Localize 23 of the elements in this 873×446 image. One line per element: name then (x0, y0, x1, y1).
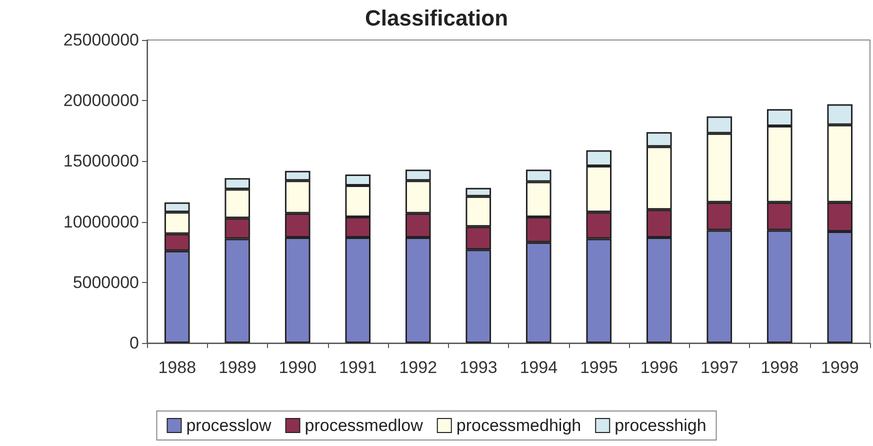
x-tick-label: 1997 (700, 358, 738, 377)
y-tick-label: 15000000 (63, 152, 139, 171)
x-tick-label: 1996 (640, 358, 678, 377)
y-tick-label: 5000000 (72, 272, 139, 292)
y-tick-label: 10000000 (63, 212, 139, 232)
x-tick-label: 1990 (278, 358, 317, 377)
legend-label: processlow (186, 416, 272, 435)
legend-label: processhigh (614, 416, 706, 435)
x-tick-label: 1999 (820, 358, 859, 377)
y-tick-label: 25000000 (63, 30, 139, 50)
legend-label: processmedlow (304, 416, 424, 435)
x-tick-label: 1998 (760, 358, 799, 377)
x-tick-label: 1993 (459, 358, 498, 377)
x-tick-label: 1992 (399, 358, 438, 377)
y-tick-label: 20000000 (63, 91, 139, 110)
y-tick-label: 0 (130, 334, 139, 352)
x-tick-label: 1994 (520, 358, 558, 377)
legend-label: processmedhigh (456, 416, 582, 435)
x-tick-label: 1991 (338, 358, 377, 377)
chart-title: Classification (364, 6, 508, 30)
x-tick-label: 1995 (580, 358, 618, 377)
x-tick-label: 1989 (218, 358, 256, 377)
x-tick-label: 1988 (158, 358, 196, 377)
